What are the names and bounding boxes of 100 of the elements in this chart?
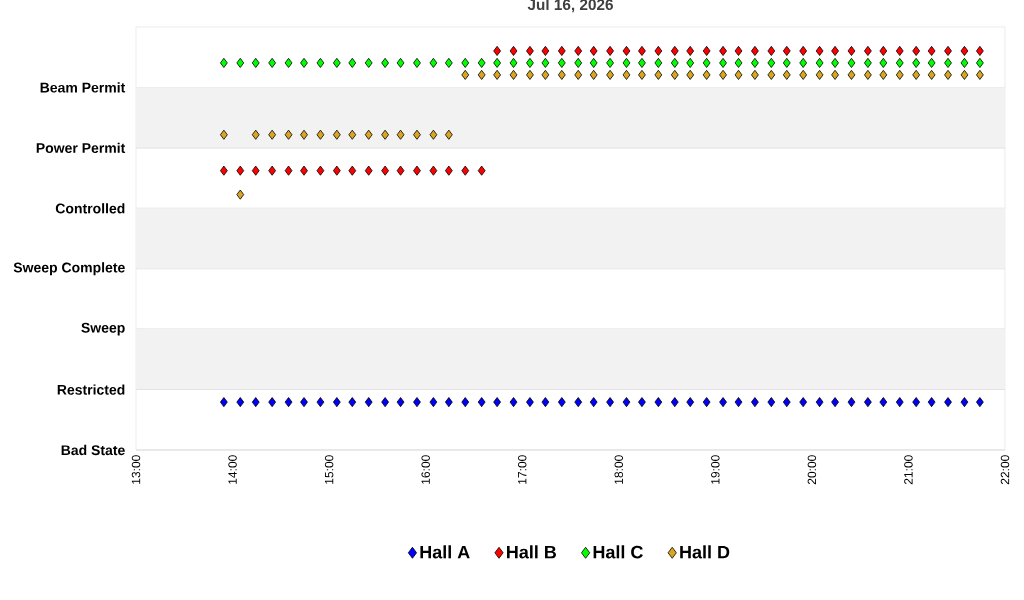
point (686, 397, 695, 408)
point (864, 57, 872, 68)
point (654, 69, 663, 80)
point (751, 397, 759, 408)
point (251, 129, 260, 140)
point (638, 69, 646, 80)
point (526, 57, 534, 68)
point (493, 69, 501, 80)
point (944, 57, 952, 68)
category-label: Restricted (57, 384, 125, 395)
point (976, 397, 984, 408)
point (461, 165, 470, 176)
point (654, 45, 663, 56)
point (429, 165, 438, 176)
point (606, 57, 614, 68)
point (509, 69, 518, 80)
point (751, 57, 759, 68)
point (719, 397, 727, 408)
point (879, 69, 888, 80)
point (799, 45, 808, 56)
point (976, 45, 984, 56)
point (912, 45, 921, 56)
legend-label: Hall A (420, 545, 470, 559)
point (477, 69, 486, 80)
point (702, 57, 711, 68)
legend-label: Hall B (507, 545, 557, 559)
point (767, 69, 776, 80)
point (864, 397, 872, 408)
point (461, 57, 470, 68)
point (782, 69, 791, 80)
point (912, 57, 921, 68)
point (300, 397, 308, 408)
point (348, 57, 357, 68)
point (444, 397, 453, 408)
point (557, 45, 566, 56)
point (541, 57, 550, 68)
point (364, 397, 373, 408)
x-tick-label: 19:00 (711, 455, 720, 484)
point (251, 57, 260, 68)
point (606, 397, 614, 408)
point (332, 129, 341, 140)
point (429, 397, 438, 408)
point (332, 165, 341, 176)
x-tick-label: 16:00 (421, 455, 430, 484)
point (284, 57, 293, 68)
point (912, 69, 921, 80)
x-tick-label: 20:00 (807, 455, 817, 485)
point (396, 397, 405, 408)
point (381, 57, 389, 68)
point (557, 57, 566, 68)
point (686, 69, 695, 80)
point (879, 397, 888, 408)
point (670, 57, 679, 68)
point (236, 189, 245, 200)
point (381, 165, 389, 176)
point (799, 397, 808, 408)
point (847, 57, 856, 68)
point (461, 69, 470, 80)
point (670, 397, 679, 408)
point (831, 57, 839, 68)
point (316, 165, 325, 176)
legend-label: Hall C (593, 545, 643, 559)
point (284, 165, 293, 176)
point (364, 165, 373, 176)
point (477, 165, 486, 176)
point (444, 57, 453, 68)
point (831, 45, 839, 56)
point (316, 57, 325, 68)
point (927, 57, 936, 68)
point (509, 397, 518, 408)
point (526, 69, 534, 80)
point (526, 45, 534, 56)
point (381, 129, 389, 140)
point (589, 397, 598, 408)
point (782, 45, 791, 56)
point (622, 69, 631, 80)
point (622, 397, 631, 408)
point (751, 69, 759, 80)
point (316, 129, 325, 140)
point (251, 397, 260, 408)
point (960, 45, 969, 56)
point (686, 57, 695, 68)
point (751, 45, 759, 56)
point (799, 69, 808, 80)
point (364, 129, 373, 140)
point (316, 397, 325, 408)
point (719, 45, 727, 56)
point (960, 57, 969, 68)
point (895, 57, 904, 68)
point (976, 57, 984, 68)
point (912, 397, 921, 408)
point (815, 57, 824, 68)
point (332, 397, 341, 408)
x-tick-label: 22:00 (1000, 455, 1010, 485)
point (364, 57, 373, 68)
point (220, 165, 228, 176)
point (236, 57, 245, 68)
point (927, 45, 936, 56)
point (815, 45, 824, 56)
point (332, 57, 341, 68)
